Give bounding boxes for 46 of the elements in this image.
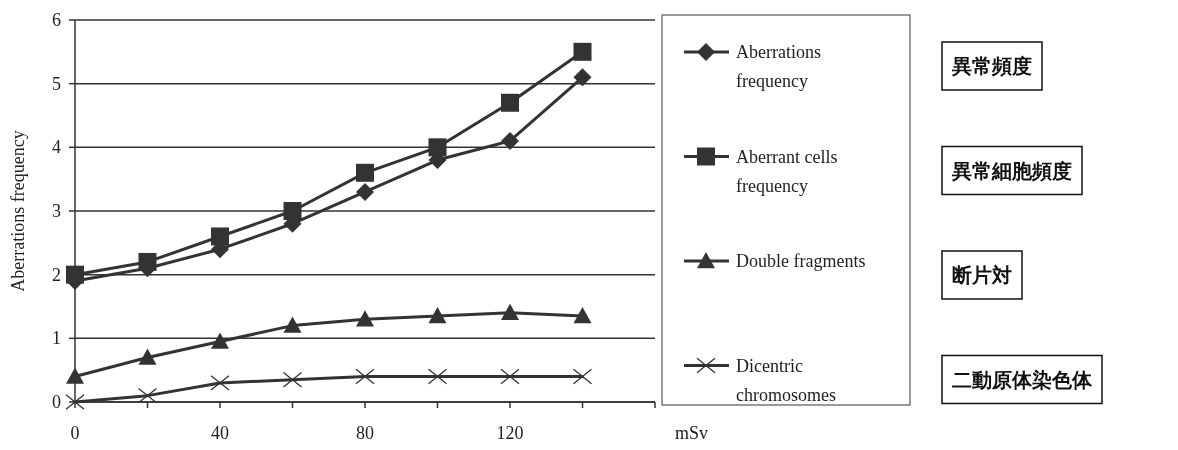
point [282, 371, 303, 388]
point [355, 368, 375, 385]
point [210, 375, 230, 391]
legend-label: Aberrations frequency [736, 42, 821, 91]
text: 二動原体染色体 [952, 367, 1093, 392]
x-tick-label: 0 [70, 423, 80, 443]
point [428, 138, 447, 157]
x-tick-label: 120 [496, 423, 524, 443]
point [500, 368, 520, 385]
point [356, 310, 374, 327]
point [65, 394, 85, 410]
y-tick-label: 0 [52, 392, 61, 412]
point [356, 163, 374, 182]
y-tick-label: 6 [52, 10, 61, 30]
text: 異常頻度 [951, 54, 1032, 78]
point [138, 348, 157, 365]
legend-label: Double fragments [736, 251, 866, 271]
point [356, 182, 374, 201]
legend-label: Aberrant cells frequency [736, 146, 838, 196]
point [137, 387, 158, 404]
y-tick-label: 2 [52, 264, 61, 285]
x-tick-label: 80 [356, 423, 374, 443]
point [501, 93, 519, 112]
y-tick-label: 4 [52, 137, 61, 158]
text: 異常細胞頻度 [951, 158, 1072, 183]
y-tick-label: 3 [52, 201, 61, 221]
point [501, 131, 519, 150]
point [66, 367, 84, 384]
point [427, 368, 448, 385]
point [283, 202, 302, 220]
point [428, 307, 447, 324]
text: 断片対 [952, 263, 1012, 287]
point [501, 303, 519, 321]
point [211, 227, 229, 246]
y-axis-title: Aberrations frequency [8, 130, 28, 292]
point [573, 42, 592, 61]
y-tick-label: 5 [52, 73, 61, 94]
point [283, 316, 302, 333]
x-tick-label: 40 [211, 423, 229, 443]
x-axis-title: mSv [675, 423, 709, 443]
point [573, 68, 592, 87]
point [211, 332, 229, 349]
point [573, 307, 592, 324]
legend-label: Dicentric chromosomes [736, 355, 836, 405]
point [572, 368, 593, 385]
y-tick-label: 1 [52, 328, 61, 349]
